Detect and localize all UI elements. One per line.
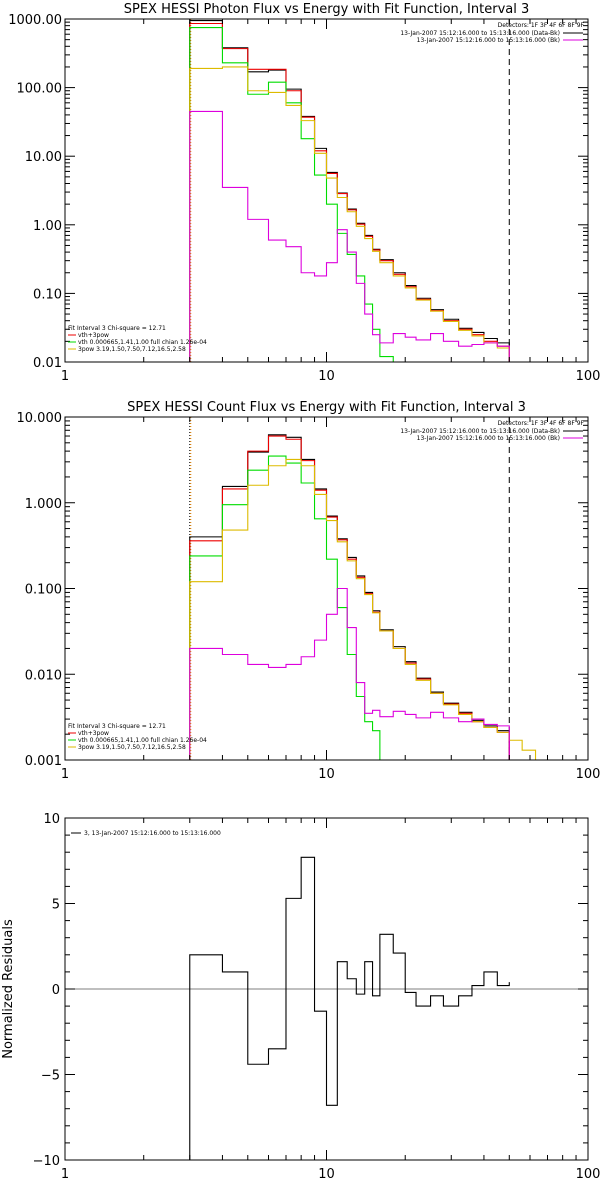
y-tick-label: −10 bbox=[33, 1154, 60, 1169]
x-tick-label: 10 bbox=[318, 767, 335, 782]
x-tick-label: 1 bbox=[61, 767, 69, 782]
residuals-panel: Normalized Residuals 1 10 100 10 5 0 −5 −10 3, 13… bbox=[1, 812, 600, 1182]
legend-right-entry: 13-Jan-2007 15:12:16.000 to 15:13:16.000… bbox=[417, 435, 560, 442]
series-vth bbox=[189, 455, 381, 760]
legend-right-entry: 13-Jan-2007 15:12:16.000 to 15:13:16.000… bbox=[400, 30, 560, 37]
y-tick-label: 10 bbox=[43, 812, 60, 827]
legend-right-entry: 13-Jan-2007 15:12:16.000 to 15:13:16.000… bbox=[400, 428, 560, 435]
legend-right-entry: 13-Jan-2007 15:12:16.000 to 15:13:16.000… bbox=[417, 37, 560, 44]
legend-left-entry: vth+3pow bbox=[78, 730, 109, 737]
x-tick-label: 1 bbox=[61, 1167, 69, 1182]
y-tick-label: 5 bbox=[52, 898, 60, 913]
y-tick-label: 1.000 bbox=[25, 497, 62, 512]
y-tick-label: −5 bbox=[41, 1069, 60, 1084]
legend-left-entry: vth+3pow bbox=[78, 332, 109, 339]
count-flux-panel: SPEX HESSI Count Flux vs Energy with Fit… bbox=[17, 400, 600, 782]
y-tick-label: 0.01 bbox=[33, 356, 62, 371]
detectors-label: Detectors: 1F 3F 4F 6F 8F 9F bbox=[498, 420, 585, 427]
x-tick-label: 10 bbox=[318, 369, 335, 384]
y-tick-label: 0 bbox=[52, 983, 60, 998]
series-residuals bbox=[189, 856, 510, 1160]
detectors-label: Detectors: 1F 3F 4F 6F 8F 9F bbox=[498, 22, 585, 29]
series-background bbox=[189, 587, 510, 760]
x-tick-label: 100 bbox=[576, 369, 600, 384]
y-tick-label: 0.010 bbox=[25, 668, 62, 683]
x-tick-label: 1 bbox=[61, 369, 69, 384]
y-axis-label: Normalized Residuals bbox=[1, 919, 16, 1059]
fit-header: Fit Interval 3 Chi-square = 12.71 bbox=[68, 325, 166, 332]
y-tick-label: 0.001 bbox=[25, 754, 62, 769]
y-tick-label: 1.00 bbox=[33, 219, 62, 234]
fit-header: Fit Interval 3 Chi-square = 12.71 bbox=[68, 723, 166, 730]
legend-entry: 3, 13-Jan-2007 15:12:16.000 to 15:13:16.… bbox=[84, 830, 221, 837]
plot-area bbox=[189, 19, 510, 362]
y-tick-label: 100.00 bbox=[17, 82, 63, 97]
series-3pow bbox=[189, 458, 549, 760]
y-tick-label: 10.000 bbox=[17, 411, 63, 426]
chart-title: SPEX HESSI Photon Flux vs Energy with Fi… bbox=[124, 2, 530, 17]
y-tick-label: 1000.00 bbox=[8, 13, 62, 28]
y-tick-label: 10.00 bbox=[25, 150, 62, 165]
series-background bbox=[189, 110, 510, 362]
chart-title: SPEX HESSI Count Flux vs Energy with Fit… bbox=[127, 400, 526, 415]
series-data bbox=[189, 434, 510, 760]
legend-left-entry: 3pow 3.19,1.50,7.50,7.12,16.5,2.58 bbox=[78, 744, 186, 751]
plot-area bbox=[65, 856, 588, 1160]
y-tick-label: 0.100 bbox=[25, 583, 62, 598]
legend-left-entry: vth 0.000665,1.41,1.00 full chian 1.26e-… bbox=[78, 737, 207, 744]
legend-left-entry: 3pow 3.19,1.50,7.50,7.12,16.5,2.58 bbox=[78, 346, 186, 353]
x-tick-label: 100 bbox=[576, 1167, 600, 1182]
x-tick-label: 100 bbox=[576, 767, 600, 782]
photon-flux-panel: SPEX HESSI Photon Flux vs Energy with Fi… bbox=[8, 2, 600, 384]
series-vth+3pow bbox=[189, 435, 510, 760]
legend-left-entry: vth 0.000665,1.41,1.00 full chian 1.26e-… bbox=[78, 339, 207, 346]
series-3pow bbox=[189, 66, 510, 362]
x-tick-label: 10 bbox=[318, 1167, 335, 1182]
y-tick-label: 0.10 bbox=[33, 287, 62, 302]
plot-area bbox=[189, 417, 549, 760]
